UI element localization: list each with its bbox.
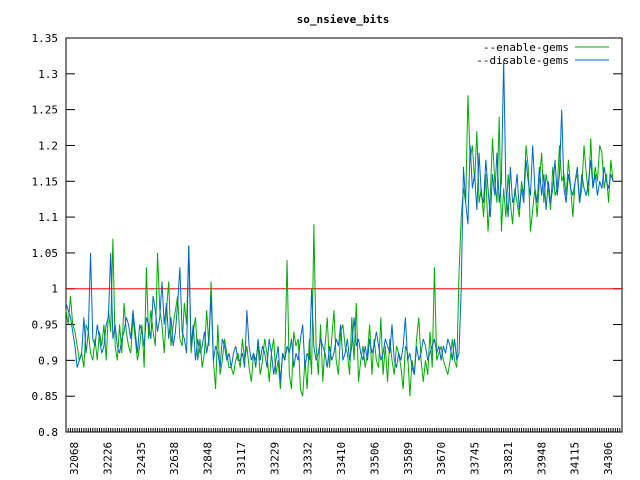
y-tick-label: 0.95 — [32, 319, 59, 332]
plot-border — [65, 37, 623, 433]
legend: --enable-gems--disable-gems — [476, 41, 609, 67]
y-tick-label: 1.3 — [38, 68, 58, 81]
x-tick-label: 33117 — [235, 442, 248, 475]
x-tick-label: 32226 — [101, 442, 114, 475]
x-tick-label: 33229 — [268, 442, 281, 475]
legend-label-2: --disable-gems — [476, 54, 569, 67]
y-axis-layer: 0.8 0.85 0.9 0.95 1 1.05 1.1 1.15 1.2 1.25 1.3 1.35 — [32, 32, 622, 439]
x-tick-label: 32638 — [168, 442, 181, 475]
plot-area: 0.8 0.85 0.9 0.95 1 1.05 1.1 1.15 1.2 1.25 1.3 1.35… — [32, 32, 623, 475]
y-tick-label: 1.2 — [38, 139, 58, 152]
y-tick-label: 0.9 — [38, 354, 58, 367]
y-tick-label: 0.8 — [38, 426, 58, 439]
series-layer — [65, 59, 614, 397]
x-tick-label: 34115 — [569, 442, 582, 475]
y-tick-label: 0.85 — [32, 390, 59, 403]
x-tick-label: 32435 — [135, 442, 148, 475]
x-tick-label: 33670 — [435, 442, 448, 475]
x-tick-label: 33506 — [368, 442, 381, 475]
x-tick-label: 33332 — [302, 442, 315, 475]
legend-label-1: --enable-gems — [483, 41, 569, 54]
y-tick-label: 1.15 — [32, 175, 59, 188]
y-tick-label: 1.25 — [32, 104, 59, 117]
series-line-2 — [65, 59, 614, 382]
y-tick-label: 1.1 — [38, 211, 58, 224]
x-axis-layer: 32068 32226 32435 32638 32848 33117 33229 33332… — [65, 428, 623, 475]
x-tick-label: 33821 — [502, 442, 515, 475]
x-tick-label: 33410 — [335, 442, 348, 475]
chart-title: so_nsieve_bits — [297, 13, 390, 26]
x-tick-label: 33948 — [535, 442, 548, 475]
x-tick-label: 32068 — [68, 442, 81, 475]
x-tick-label: 33589 — [402, 442, 415, 475]
x-tick-label: 32848 — [202, 442, 215, 475]
x-tick-label: 34306 — [602, 442, 615, 475]
series-line-1 — [65, 95, 614, 397]
y-tick-label: 1.05 — [32, 247, 59, 260]
y-tick-label: 1 — [51, 283, 58, 296]
x-tick-label: 33745 — [469, 442, 482, 475]
y-tick-label: 1.35 — [32, 32, 59, 45]
